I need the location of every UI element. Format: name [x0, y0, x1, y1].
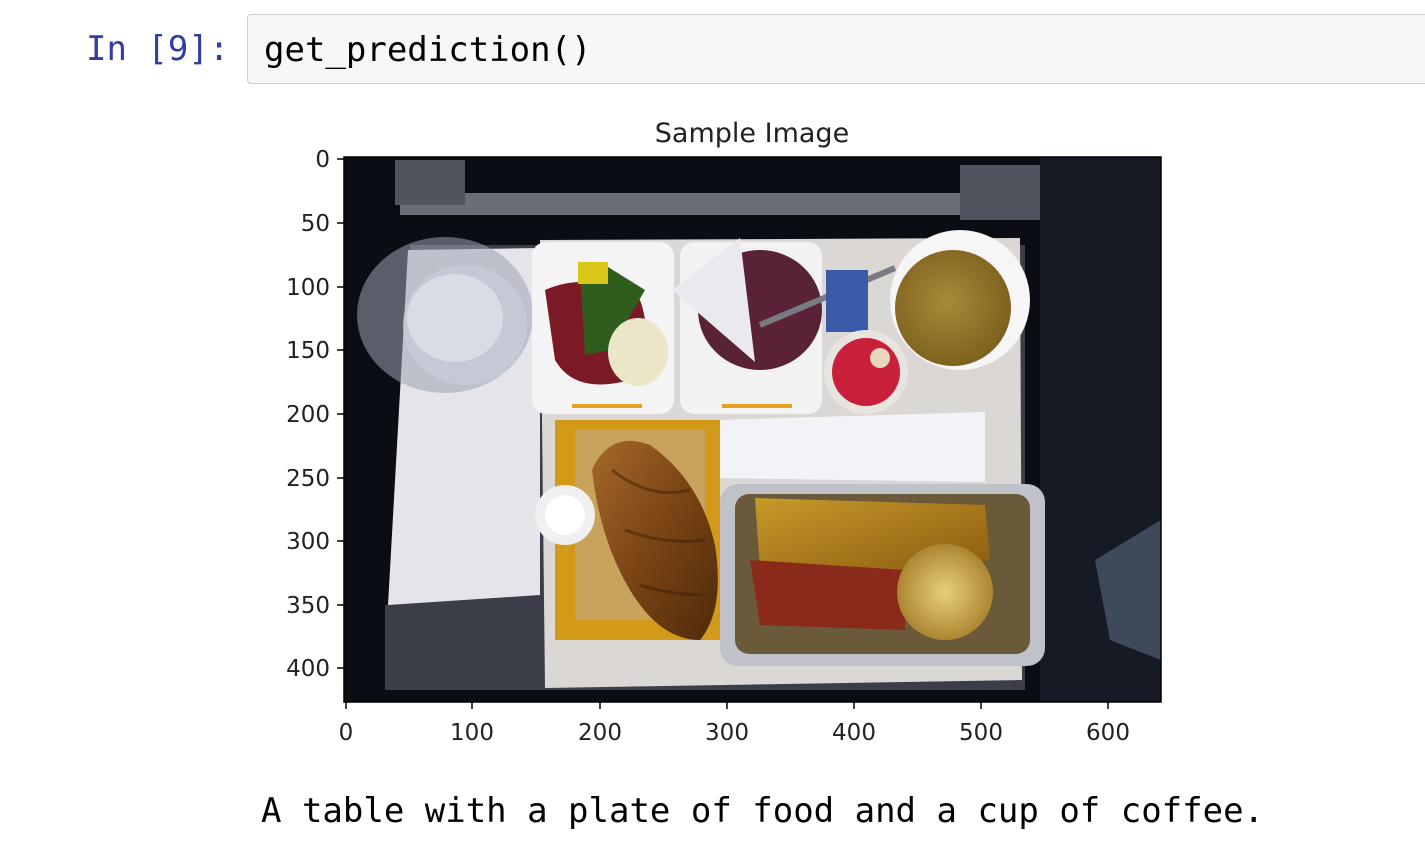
x-tick-label: 500 — [959, 720, 1003, 746]
cell-prompt: In [9]: — [86, 29, 230, 69]
x-tick-label: 300 — [705, 720, 749, 746]
y-tick-label: 250 — [286, 466, 330, 492]
sample-image — [344, 157, 1161, 702]
prediction-caption: A table with a plate of food and a cup o… — [261, 791, 1265, 831]
y-tick-label: 50 — [301, 211, 330, 237]
code-text: get_prediction() — [264, 30, 592, 70]
y-axis: 0 50 100 150 200 250 300 350 400 — [286, 147, 344, 682]
x-tick-label: 400 — [832, 720, 876, 746]
y-tick-label: 300 — [286, 529, 330, 555]
code-cell-input[interactable]: get_prediction() — [247, 14, 1425, 84]
plot-title: Sample Image — [655, 118, 849, 149]
x-tick-label: 200 — [578, 720, 622, 746]
x-tick-label: 0 — [339, 720, 354, 746]
x-axis: 0 100 200 300 400 500 600 — [339, 702, 1130, 746]
y-tick-label: 400 — [286, 656, 330, 682]
x-tick-label: 600 — [1086, 720, 1130, 746]
y-tick-label: 200 — [286, 402, 330, 428]
x-tick-label: 100 — [450, 720, 494, 746]
plot-frame — [343, 156, 1162, 703]
y-tick-label: 100 — [286, 275, 330, 301]
y-tick-label: 0 — [315, 147, 330, 173]
y-tick-label: 350 — [286, 593, 330, 619]
y-tick-label: 150 — [286, 338, 330, 364]
